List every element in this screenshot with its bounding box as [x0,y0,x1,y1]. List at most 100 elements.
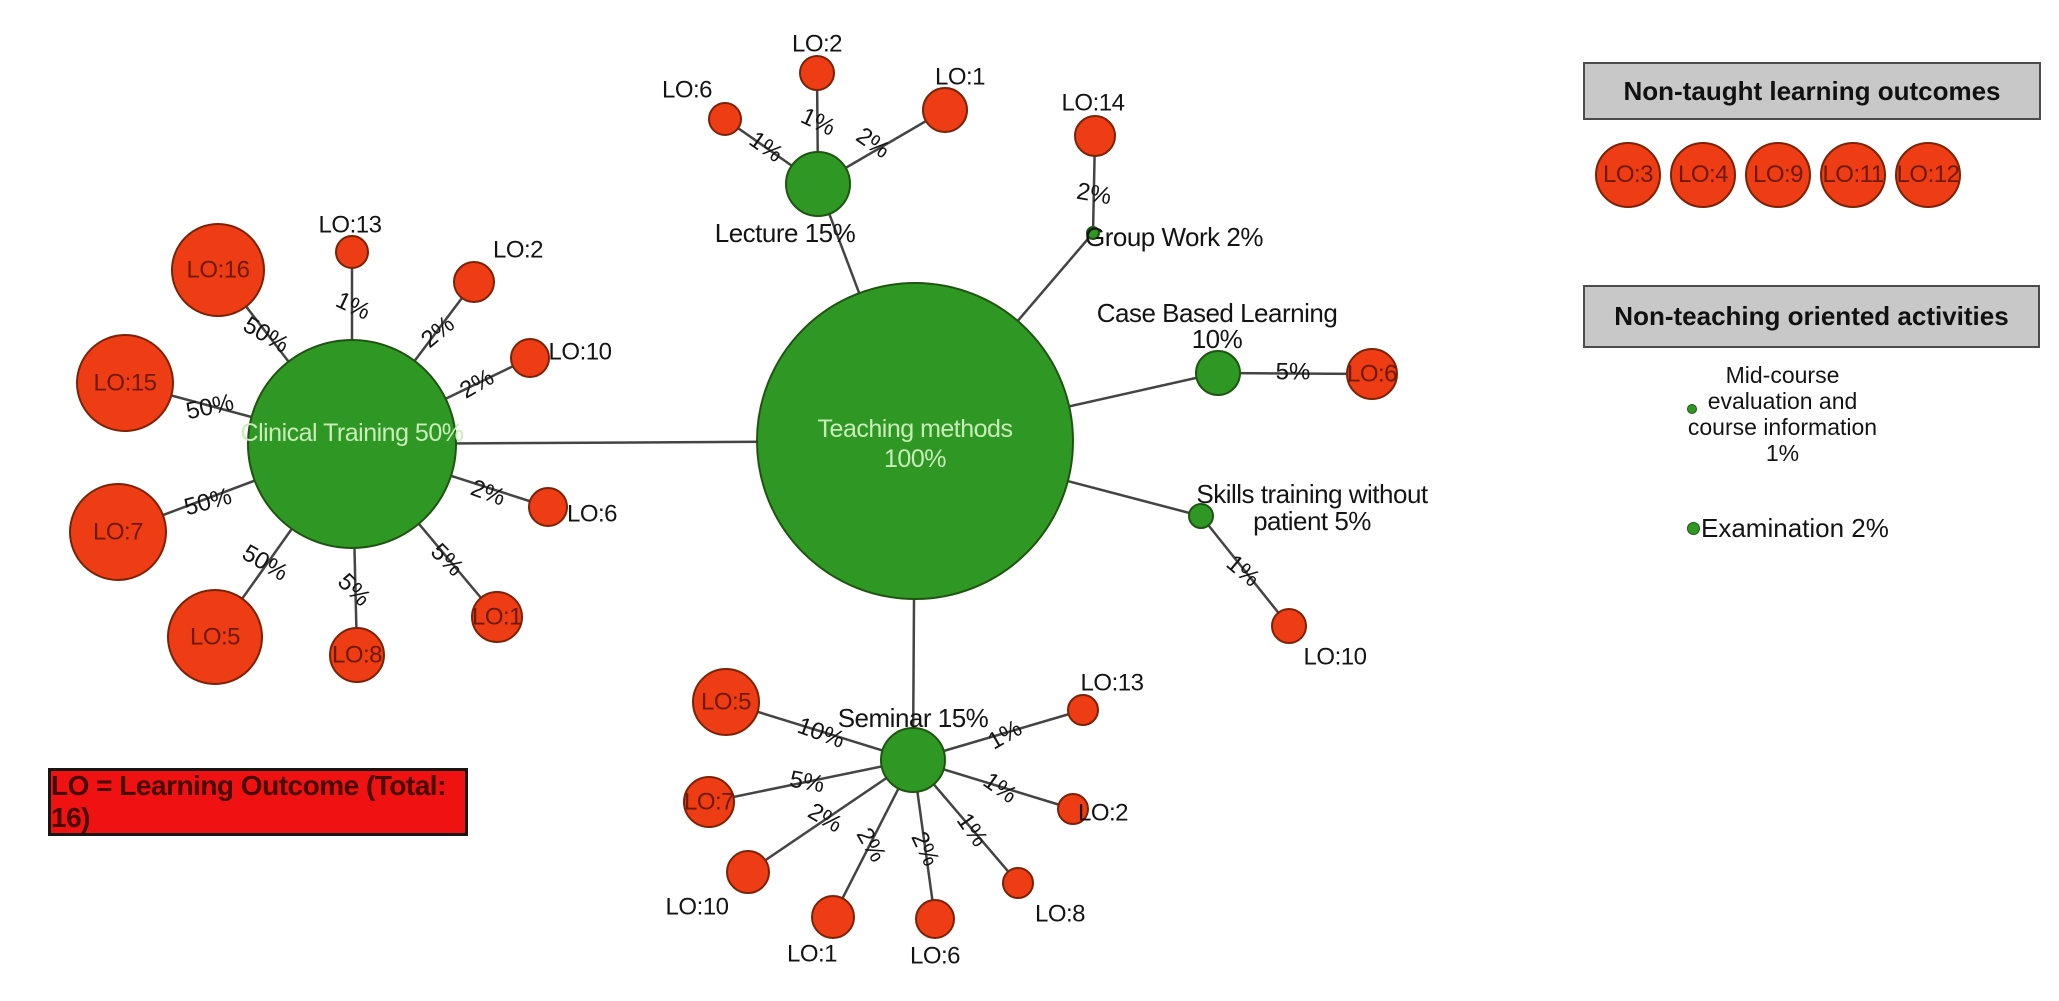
node-clinical-training-lo10-circle [510,338,550,378]
node-clinical-training-lo1-circle [471,591,523,643]
node-seminar-lo10-circle [726,850,770,894]
node-clinical-training-lo13-label: LO:13 [319,212,382,239]
node-teaching-methods-circle [756,282,1074,600]
node-group-work-lo14-label: LO:14 [1062,90,1125,117]
link-seminar-lo6-percent: 2% [905,828,944,871]
legend-non-taught-title: Non-taught learning outcomes [1623,75,2001,106]
link-lecture-lo1-percent: 2% [851,122,895,164]
link-group-work-lo14-percent: 2% [1075,178,1114,211]
node-clinical-training-lo8-label: LO:8 [332,642,382,669]
non-teaching-item-0: Mid-course evaluation and course informa… [1645,362,1920,466]
node-clinical-training-lo5-label: LO:5 [190,624,240,651]
link-skills-training-without-patient-lo10 [1200,515,1290,627]
link-clinical-training-lo15-percent: 50% [184,389,237,425]
node-clinical-training-lo6-label: LO:6 [567,501,617,528]
node-lecture-lo1-circle [922,87,968,133]
node-seminar-lo7-label: LO:7 [684,789,734,816]
legend-lo-circle-lo4: LO:4 [1670,142,1736,208]
node-seminar-lo2-label: LO:2 [1078,800,1128,827]
link-lecture-lo6-percent: 1% [744,126,788,168]
node-seminar-lo1-label: LO:1 [787,941,837,968]
legend-lo-circle-lo11: LO:11 [1820,142,1886,208]
node-case-based-learning-circle [1195,350,1241,396]
non-teaching-item-text-1: Examination 2% [1701,513,1889,543]
link-seminar-lo10-percent: 2% [803,798,847,839]
node-seminar-lo1-circle [811,895,855,939]
node-seminar-lo7-circle [683,776,735,828]
legend-non-taught-circles: LO:3 LO:4 LO:9 LO:11 LO:12 [1595,142,1961,208]
node-clinical-training-lo2-label: LO:2 [493,237,543,264]
node-lecture-label-0: Lecture 15% [715,218,856,248]
node-clinical-training-lo7-circle [69,483,167,581]
link-seminar-lo7-percent: 5% [788,766,827,799]
link-clinical-training-lo7-percent: 50% [181,483,234,522]
green-dot-icon [1687,522,1700,535]
node-skills-training-without-patient-lo10-label: LO:10 [1304,644,1367,671]
node-case-based-learning-label-0: Case Based Learning [1097,298,1338,328]
lo-note-text: LO = Learning Outcome (Total: 16) [51,770,446,833]
node-seminar-circle [880,727,946,793]
node-clinical-training-label-0: Clinical Training 50% [241,419,464,447]
node-group-work-circle [1086,226,1100,240]
node-clinical-training-lo1-label: LO:1 [472,604,522,631]
node-group-work-lo14-circle [1074,115,1116,157]
node-clinical-training-lo13-circle [335,235,369,269]
node-clinical-training-lo8-circle [329,627,385,683]
node-seminar-lo13-label: LO:13 [1081,670,1144,697]
node-teaching-methods-label-1: 100% [884,445,946,473]
link-clinical-training-lo5-percent: 50% [237,539,292,586]
node-skills-training-without-patient-label-1: patient 5% [1253,506,1371,536]
node-group-work-label-0: Group Work 2% [1085,222,1263,252]
node-case-based-learning-lo6-label: LO:6 [1347,361,1397,388]
node-seminar-lo5-circle [692,668,760,736]
node-clinical-training-circle [247,339,457,549]
legend-non-teaching-box: Non-teaching oriented activities [1583,285,2040,348]
legend-non-taught-box: Non-taught learning outcomes [1583,62,2041,120]
node-seminar-lo10-label: LO:10 [666,894,729,921]
link-clinical-training-lo10-percent: 2% [455,364,499,405]
node-skills-training-without-patient-circle [1188,503,1214,529]
link-lecture-lo2-percent: 1% [797,102,840,141]
node-seminar-lo13-circle [1067,694,1099,726]
node-seminar-lo6-circle [915,899,955,939]
node-clinical-training-lo2-circle [453,261,495,303]
legend-non-teaching-title: Non-teaching oriented activities [1614,301,2009,331]
node-clinical-training-lo15-label: LO:15 [94,370,157,397]
node-clinical-training-lo7-label: LO:7 [93,519,143,546]
lo-note-box: LO = Learning Outcome (Total: 16) [48,768,468,836]
node-teaching-methods-label-0: Teaching methods [818,415,1013,443]
node-seminar-lo6-label: LO:6 [910,943,960,970]
link-clinical-training-lo8-percent: 5% [332,568,376,612]
node-clinical-training-lo16-label: LO:16 [187,257,250,284]
node-clinical-training-lo10-label: LO:10 [549,339,612,366]
node-lecture-lo6-circle [708,102,742,136]
node-clinical-training-lo16-circle [171,223,265,317]
link-clinical-training-lo6-percent: 2% [467,474,509,511]
link-seminar-lo13-percent: 1% [983,715,1027,756]
link-seminar-lo10 [747,758,914,874]
node-lecture-lo2-circle [799,55,835,91]
node-lecture-circle [785,151,851,217]
link-seminar-lo2-percent: 1% [978,767,1022,809]
legend-lo-circle-lo12: LO:12 [1895,142,1961,208]
node-seminar-lo8-circle [1002,867,1034,899]
link-seminar-lo1-percent: 2% [851,823,892,867]
node-skills-training-without-patient-label-0: Skills training without [1196,479,1429,509]
node-clinical-training-lo5-circle [167,589,263,685]
node-lecture-lo2-label: LO:2 [792,31,842,58]
node-skills-training-without-patient-lo10-circle [1271,608,1307,644]
link-clinical-training-lo13-percent: 1% [332,286,375,325]
node-clinical-training-lo15-circle [76,334,174,432]
link-clinical-training-lo16-percent: 50% [238,311,293,358]
non-teaching-item-text-0: Mid-course evaluation and course informa… [1687,362,1878,466]
link-clinical-training-lo2-percent: 2% [416,311,460,354]
node-seminar-lo8-label: LO:8 [1035,901,1085,928]
green-dot-icon [1687,404,1697,414]
legend-lo-circle-lo3: LO:3 [1595,142,1661,208]
non-teaching-item-1: Examination 2% [1687,513,1889,544]
node-seminar-lo5-label: LO:5 [701,689,751,716]
link-case-based-learning-lo6-percent: 5% [1276,359,1311,386]
node-seminar-lo2-circle [1057,793,1089,825]
